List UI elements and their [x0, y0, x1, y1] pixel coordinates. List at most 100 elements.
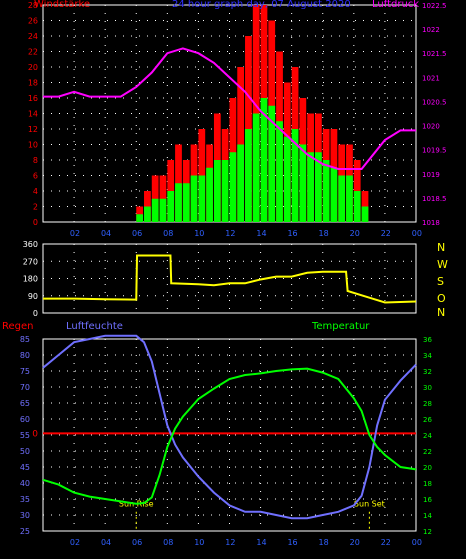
pressure-line — [43, 47, 416, 170]
panel1-x-tick-label: 20 — [350, 229, 360, 238]
wind-mean-bar — [338, 175, 346, 222]
chart-title: 24 hour graph day, 07 August 2020 — [172, 0, 351, 10]
wind-mean-bar — [330, 167, 338, 222]
panel3-right-tick-label: 36 — [423, 336, 432, 344]
wind-mean-bar — [221, 160, 229, 222]
panel1-x-tick-label: 16 — [287, 229, 297, 238]
panel3-right-tick-label: 26 — [423, 416, 432, 424]
humidity-label: Luftfeuchte — [66, 321, 123, 332]
panel1-left-tick-label: 12 — [28, 125, 38, 134]
panel1-right-tick-label: 1021.5 — [422, 50, 447, 58]
panel3-x-tick-label: 20 — [350, 538, 360, 547]
wind-mean-bar — [314, 152, 322, 222]
panel3-right-tick-label: 18 — [423, 480, 432, 488]
panel3-x-tick-label: 04 — [101, 538, 111, 547]
pressure-axis-label: Luftdruck — [372, 0, 420, 10]
panel3-x-tick-label: 06 — [132, 538, 142, 547]
panel3-x-tick-label: 22 — [381, 538, 391, 547]
panel1-left-tick-label: 24 — [28, 32, 38, 41]
panel1-right-tick-label: 1019 — [422, 171, 440, 179]
panel1-right-tick-label: 1019.5 — [422, 147, 447, 155]
panel1-x-tick-label: 12 — [225, 229, 235, 238]
panel3-left-tick-label: 35 — [20, 495, 30, 504]
panel1-right-tick-label: 1020 — [422, 123, 440, 131]
wind-mean-bar — [307, 152, 314, 222]
wind-mean-bar — [283, 136, 291, 222]
panel1-left-tick-label: 22 — [28, 48, 38, 57]
panel3-left-tick-label: 85 — [20, 335, 30, 344]
panel3-left-tick-label: 45 — [20, 463, 30, 472]
panel2-left-tick-label: 360 — [23, 240, 38, 249]
panel3-left-tick-label: 60 — [20, 415, 30, 424]
panel3-x-tick-label: 12 — [225, 538, 235, 547]
wind-mean-bar — [276, 121, 283, 222]
wind-mean-bar — [144, 206, 151, 222]
panel3-left-tick-label: 65 — [20, 399, 30, 408]
panel1-left-tick-label: 8 — [33, 156, 38, 165]
panel1-left-tick-label: 18 — [28, 79, 38, 88]
sun-set-label: Sun Set — [354, 500, 385, 509]
panel3-left-tick-label: 25 — [20, 527, 30, 536]
panel1-right-tick-label: 1018.5 — [422, 195, 447, 203]
wind-mean-bar — [346, 175, 353, 222]
wind-mean-bar — [237, 144, 245, 222]
panel3-right-tick-label: 28 — [423, 400, 432, 408]
wind-mean-bar — [268, 105, 276, 222]
panel1-x-tick-label: 06 — [132, 229, 142, 238]
panel1-x-tick-label: 10 — [194, 229, 204, 238]
panel3-left-tick-label: 70 — [20, 383, 30, 392]
panel1-left-tick-label: 10 — [28, 141, 38, 150]
rain-zero-label: 0 — [32, 429, 38, 439]
wind-mean-bar — [167, 191, 175, 222]
panel3-left-tick-label: 55 — [20, 431, 30, 440]
panel1-x-tick-label: 00 — [412, 229, 422, 238]
wind-mean-bar — [190, 175, 198, 222]
panel1-left-tick-label: 4 — [33, 187, 38, 196]
panel3-x-tick-label: 02 — [70, 538, 80, 547]
panel1-right-tick-label: 1022 — [422, 26, 440, 34]
wind-mean-bar — [151, 198, 159, 222]
panel3-left-tick-label: 30 — [20, 511, 30, 520]
panel1-left-tick-label: 16 — [28, 94, 38, 103]
panel3-right-tick-label: 14 — [423, 512, 432, 520]
wind-mean-bar — [198, 175, 206, 222]
wind-mean-bar — [299, 144, 307, 222]
wind-mean-bar — [159, 198, 167, 222]
rain-label: Regen — [2, 321, 34, 332]
wind-mean-bar — [229, 152, 237, 222]
panel3-x-tick-label: 18 — [319, 538, 329, 547]
wind-mean-bar — [213, 160, 221, 222]
panel1-left-tick-label: 14 — [28, 110, 38, 119]
wind-mean-bar — [361, 206, 369, 222]
panel3-x-tick-label: 10 — [194, 538, 204, 547]
panel1-right-tick-label: 1022.5 — [422, 2, 447, 10]
panel3-right-tick-label: 32 — [423, 368, 432, 376]
temperature-line — [42, 367, 417, 505]
direction-label-n-top: N — [437, 241, 446, 254]
panel3-x-tick-label: 14 — [256, 538, 266, 547]
wind-mean-bar — [175, 183, 182, 222]
direction-label-n-bottom: N — [437, 306, 446, 319]
panel3-left-tick-label: 50 — [20, 447, 30, 456]
panel1-left-tick-label: 26 — [28, 17, 38, 26]
panel2-left-tick-label: 180 — [23, 275, 38, 284]
panel2-left-tick-label: 270 — [23, 257, 38, 266]
wind-mean-bar — [322, 160, 330, 222]
direction-label-s: S — [437, 275, 444, 288]
panel3-right-tick-label: 12 — [423, 528, 432, 536]
panel3-right-tick-label: 34 — [423, 352, 432, 360]
wind-mean-bar — [252, 113, 260, 222]
panel3-x-tick-label: 00 — [412, 538, 422, 547]
wind-mean-bar — [353, 191, 361, 222]
panel1-left-tick-label: 6 — [33, 172, 38, 181]
panel1-right-tick-label: 1020.5 — [422, 98, 447, 106]
panel3-right-tick-label: 30 — [423, 384, 432, 392]
panel3-left-tick-label: 75 — [20, 367, 30, 376]
panel1-left-tick-label: 20 — [28, 63, 38, 72]
temperature-label: Temperatur — [312, 321, 370, 332]
wind-direction-line — [43, 254, 417, 304]
panel3-right-tick-label: 16 — [423, 496, 432, 504]
wind-mean-bar — [245, 129, 252, 222]
panel2-left-tick-label: 90 — [28, 292, 38, 301]
